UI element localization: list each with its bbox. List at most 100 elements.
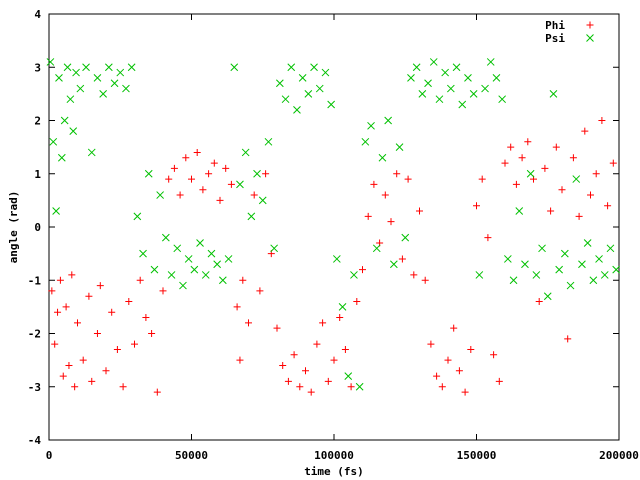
psi-point	[401, 233, 410, 242]
phi-point	[416, 207, 423, 215]
psi-point	[310, 63, 318, 72]
psi-point	[435, 95, 444, 104]
psi-point	[378, 153, 387, 162]
psi-point	[583, 239, 592, 247]
x-tick-label: 100000	[314, 449, 354, 462]
psi-point	[179, 281, 187, 290]
phi-point	[165, 175, 173, 183]
phi-point	[210, 159, 218, 167]
phi-point	[547, 207, 555, 215]
y-tick-label: -4	[28, 434, 42, 447]
phi-point	[193, 148, 201, 156]
phi-point	[381, 191, 389, 199]
psi-point	[566, 281, 575, 290]
phi-point	[353, 298, 361, 306]
phi-point	[62, 303, 70, 311]
psi-point	[116, 68, 125, 77]
phi-point	[96, 282, 104, 290]
phi-point	[518, 154, 526, 162]
phi-point	[250, 191, 258, 199]
psi-point	[549, 90, 558, 98]
phi-point	[604, 202, 612, 210]
psi-point	[344, 372, 353, 380]
phi-point	[564, 335, 572, 343]
y-tick-label: 1	[34, 168, 41, 181]
psi-point	[560, 249, 569, 258]
psi-point	[133, 212, 142, 221]
psi-point	[395, 143, 404, 151]
phi-point	[450, 324, 458, 332]
phi-point	[93, 330, 101, 337]
psi-point	[60, 116, 69, 125]
phi-point	[478, 175, 486, 183]
psi-point	[110, 79, 119, 88]
psi-point	[458, 100, 467, 109]
psi-point	[264, 137, 273, 146]
phi-point	[404, 175, 412, 183]
psi-point	[412, 63, 421, 72]
psi-point	[76, 84, 85, 93]
legend-marker-psi	[586, 34, 594, 42]
plot-border	[48, 13, 620, 441]
phi-point	[59, 372, 67, 380]
psi-point	[304, 90, 313, 98]
phi-point	[199, 186, 207, 194]
phi-point	[188, 175, 195, 183]
phi-point	[205, 170, 213, 178]
phi-point	[279, 361, 287, 369]
psi-point	[503, 255, 512, 263]
phi-point	[524, 138, 532, 146]
phi-point	[113, 345, 121, 353]
phi-point	[370, 180, 378, 188]
phi-point	[256, 287, 264, 295]
psi-point	[144, 169, 153, 178]
phi-point	[512, 180, 520, 188]
psi-point	[213, 260, 222, 269]
phi-point	[552, 143, 560, 151]
psi-point	[156, 191, 165, 199]
psi-point	[82, 63, 90, 72]
psi-point	[57, 153, 66, 162]
psi-point	[224, 255, 233, 263]
psi-point	[469, 90, 478, 98]
psi-point	[481, 84, 489, 93]
psi-point	[441, 68, 450, 77]
psi-point	[127, 63, 136, 72]
psi-point	[543, 292, 552, 301]
psi-point	[486, 58, 495, 66]
psi-point	[600, 271, 609, 279]
psi-point	[66, 95, 75, 104]
psi-point	[241, 148, 250, 157]
psi-point	[532, 271, 541, 279]
phi-point	[387, 218, 395, 226]
phi-point	[336, 314, 344, 322]
y-tick-label: 2	[34, 115, 41, 128]
phi-point	[461, 388, 469, 396]
psi-point	[253, 169, 261, 178]
phi-point	[467, 345, 475, 353]
phi-point	[324, 377, 332, 385]
psi-point	[99, 90, 108, 98]
psi-point	[338, 303, 347, 311]
legend-label-phi: Phi	[545, 19, 565, 32]
phi-point	[433, 372, 441, 380]
psi-point	[407, 74, 415, 82]
psi-point	[230, 63, 239, 72]
phi-point	[592, 170, 600, 178]
psi-point	[464, 74, 472, 82]
psi-point	[418, 90, 427, 98]
y-tick-label: 4	[34, 8, 41, 21]
phi-point	[227, 180, 235, 188]
y-tick-label: 3	[34, 61, 41, 74]
phi-point	[438, 383, 446, 391]
x-tick-label: 0	[46, 449, 53, 462]
psi-point	[350, 271, 358, 279]
psi-point	[139, 249, 147, 258]
phi-point	[273, 324, 281, 332]
phi-point	[444, 356, 452, 364]
psi-point	[150, 265, 159, 274]
psi-point	[173, 244, 182, 253]
phi-point	[587, 191, 594, 199]
psi-point	[72, 68, 80, 77]
psi-point	[52, 207, 60, 215]
